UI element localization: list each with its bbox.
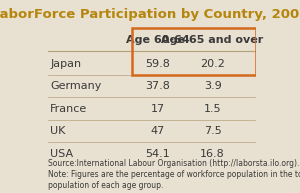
Text: Source:International Labour Organisation (http://laborsta.ilo.org).
Note: Figure: Source:International Labour Organisation… — [48, 158, 300, 190]
Text: 1.5: 1.5 — [204, 104, 221, 114]
Text: France: France — [50, 104, 88, 114]
Text: 54.1: 54.1 — [145, 149, 170, 159]
Text: 20.2: 20.2 — [200, 59, 225, 69]
Text: Age 60-64: Age 60-64 — [126, 35, 189, 45]
Text: 7.5: 7.5 — [204, 126, 221, 136]
Text: 47: 47 — [150, 126, 165, 136]
Text: 16.8: 16.8 — [200, 149, 225, 159]
Text: UK: UK — [50, 126, 66, 136]
Text: LaborForce Participation by Country, 2008: LaborForce Participation by Country, 200… — [0, 8, 300, 21]
Text: 3.9: 3.9 — [204, 81, 221, 91]
Text: 59.8: 59.8 — [145, 59, 170, 69]
Text: 37.8: 37.8 — [145, 81, 170, 91]
Text: Germany: Germany — [50, 81, 102, 91]
Text: Age 65 and over: Age 65 and over — [161, 35, 264, 45]
Text: Japan: Japan — [50, 59, 81, 69]
Text: 17: 17 — [150, 104, 164, 114]
Text: USA: USA — [50, 149, 74, 159]
